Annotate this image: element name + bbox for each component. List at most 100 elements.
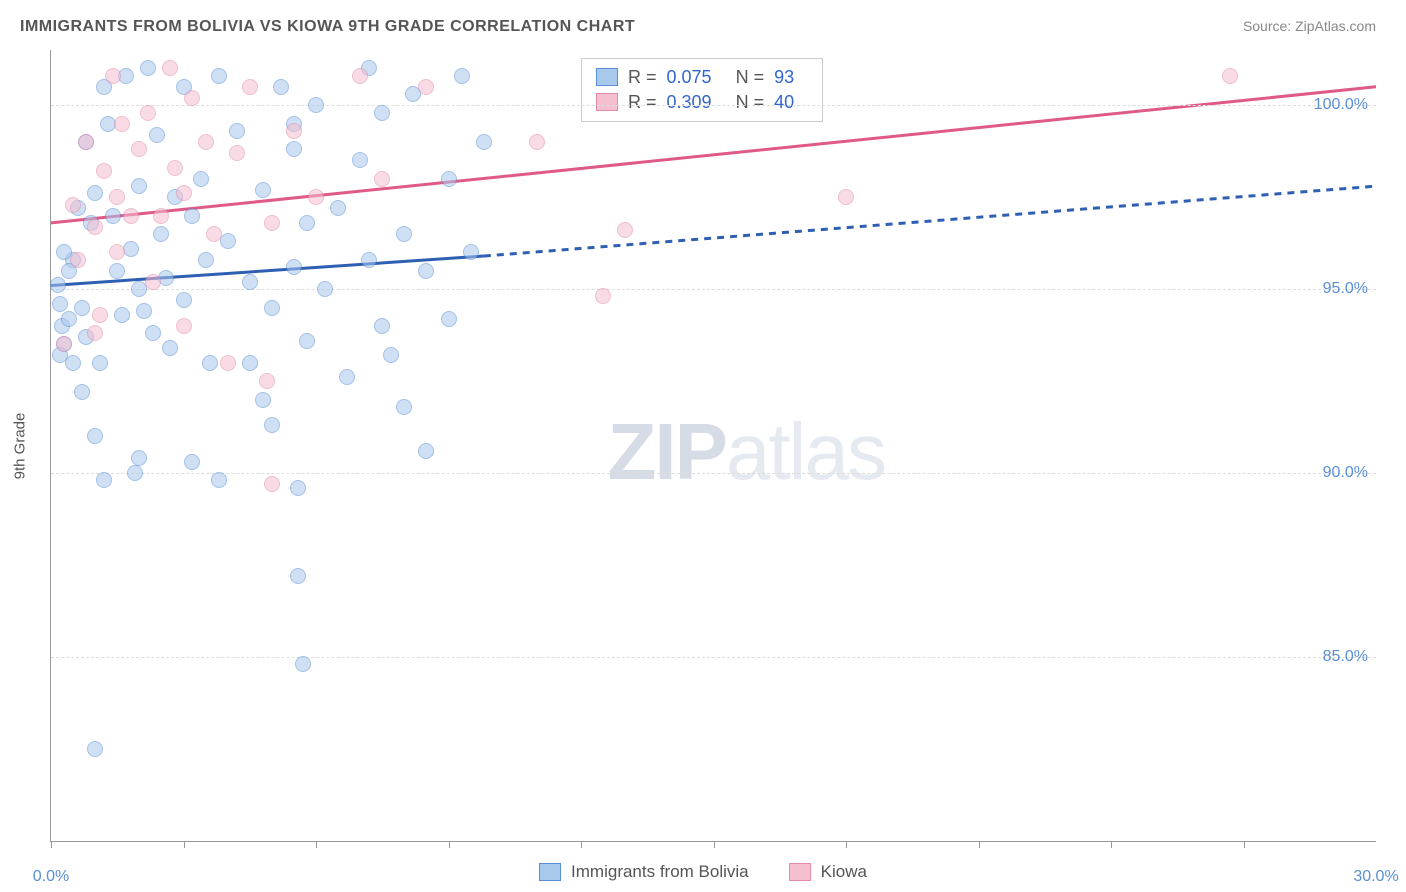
data-point xyxy=(374,318,390,334)
x-tick xyxy=(51,841,52,848)
x-tick xyxy=(581,841,582,848)
x-tick xyxy=(714,841,715,848)
data-point xyxy=(184,90,200,106)
data-point xyxy=(184,208,200,224)
data-point xyxy=(264,300,280,316)
source-attribution: Source: ZipAtlas.com xyxy=(1243,18,1376,34)
legend-r-label: R = xyxy=(628,67,657,88)
data-point xyxy=(418,443,434,459)
x-tick-label: 0.0% xyxy=(33,868,69,886)
data-point xyxy=(78,134,94,150)
data-point xyxy=(264,476,280,492)
data-point xyxy=(162,60,178,76)
data-point xyxy=(374,105,390,121)
data-point xyxy=(211,68,227,84)
data-point xyxy=(339,369,355,385)
data-point xyxy=(242,274,258,290)
data-point xyxy=(286,123,302,139)
x-tick xyxy=(1244,841,1245,848)
data-point xyxy=(136,303,152,319)
data-point xyxy=(92,355,108,371)
data-point xyxy=(198,134,214,150)
data-point xyxy=(140,60,156,76)
data-point xyxy=(1222,68,1238,84)
data-point xyxy=(617,222,633,238)
data-point xyxy=(50,277,66,293)
data-point xyxy=(184,454,200,470)
data-point xyxy=(463,244,479,260)
gridline xyxy=(51,657,1376,658)
data-point xyxy=(220,355,236,371)
data-point xyxy=(295,656,311,672)
data-point xyxy=(202,355,218,371)
data-point xyxy=(87,741,103,757)
data-point xyxy=(264,215,280,231)
data-point xyxy=(109,263,125,279)
data-point xyxy=(193,171,209,187)
data-point xyxy=(153,208,169,224)
data-point xyxy=(56,336,72,352)
x-tick xyxy=(846,841,847,848)
data-point xyxy=(167,160,183,176)
data-point xyxy=(308,97,324,113)
legend-r-label: R = xyxy=(628,92,657,113)
legend-stats-row: R = 0.309 N = 40 xyxy=(596,90,808,115)
legend-r-value: 0.075 xyxy=(667,67,712,88)
data-point xyxy=(441,171,457,187)
data-point xyxy=(308,189,324,205)
legend-r-value: 0.309 xyxy=(667,92,712,113)
data-point xyxy=(242,79,258,95)
data-point xyxy=(396,226,412,242)
data-point xyxy=(127,465,143,481)
legend-swatch xyxy=(596,68,618,86)
data-point xyxy=(259,373,275,389)
trend-lines-layer xyxy=(51,50,1376,841)
data-point xyxy=(418,79,434,95)
data-point xyxy=(286,141,302,157)
data-point xyxy=(383,347,399,363)
data-point xyxy=(330,200,346,216)
data-point xyxy=(229,123,245,139)
legend-n-label: N = xyxy=(736,92,765,113)
data-point xyxy=(255,182,271,198)
x-tick xyxy=(184,841,185,848)
data-point xyxy=(242,355,258,371)
data-point xyxy=(361,252,377,268)
data-point xyxy=(264,417,280,433)
data-point xyxy=(114,307,130,323)
data-point xyxy=(454,68,470,84)
data-point xyxy=(176,318,192,334)
legend-statistics-box: R =0.075N =93R =0.309N =40 xyxy=(581,58,823,122)
data-point xyxy=(74,300,90,316)
legend-swatch xyxy=(596,93,618,111)
data-point xyxy=(595,288,611,304)
data-point xyxy=(105,208,121,224)
legend-swatch xyxy=(789,863,811,881)
data-point xyxy=(176,185,192,201)
y-tick-label: 95.0% xyxy=(1323,280,1368,298)
data-point xyxy=(87,325,103,341)
x-tick xyxy=(979,841,980,848)
data-point xyxy=(70,252,86,268)
data-point xyxy=(74,384,90,400)
data-point xyxy=(352,152,368,168)
legend-stats-row: R =0.075N =93 xyxy=(596,65,808,90)
y-axis-label: 9th Grade xyxy=(12,413,29,480)
legend-n-value: 40 xyxy=(774,92,794,113)
legend-series-label: Kiowa xyxy=(821,862,867,882)
gridline xyxy=(51,473,1376,474)
data-point xyxy=(211,472,227,488)
legend-n-label: N = xyxy=(736,67,765,88)
data-point xyxy=(299,215,315,231)
data-point xyxy=(198,252,214,268)
data-point xyxy=(838,189,854,205)
y-tick-label: 100.0% xyxy=(1314,96,1368,114)
data-point xyxy=(65,355,81,371)
data-point xyxy=(65,197,81,213)
data-point xyxy=(396,399,412,415)
data-point xyxy=(131,141,147,157)
data-point xyxy=(153,226,169,242)
data-point xyxy=(87,428,103,444)
data-point xyxy=(418,263,434,279)
chart-title: IMMIGRANTS FROM BOLIVIA VS KIOWA 9TH GRA… xyxy=(20,18,635,36)
